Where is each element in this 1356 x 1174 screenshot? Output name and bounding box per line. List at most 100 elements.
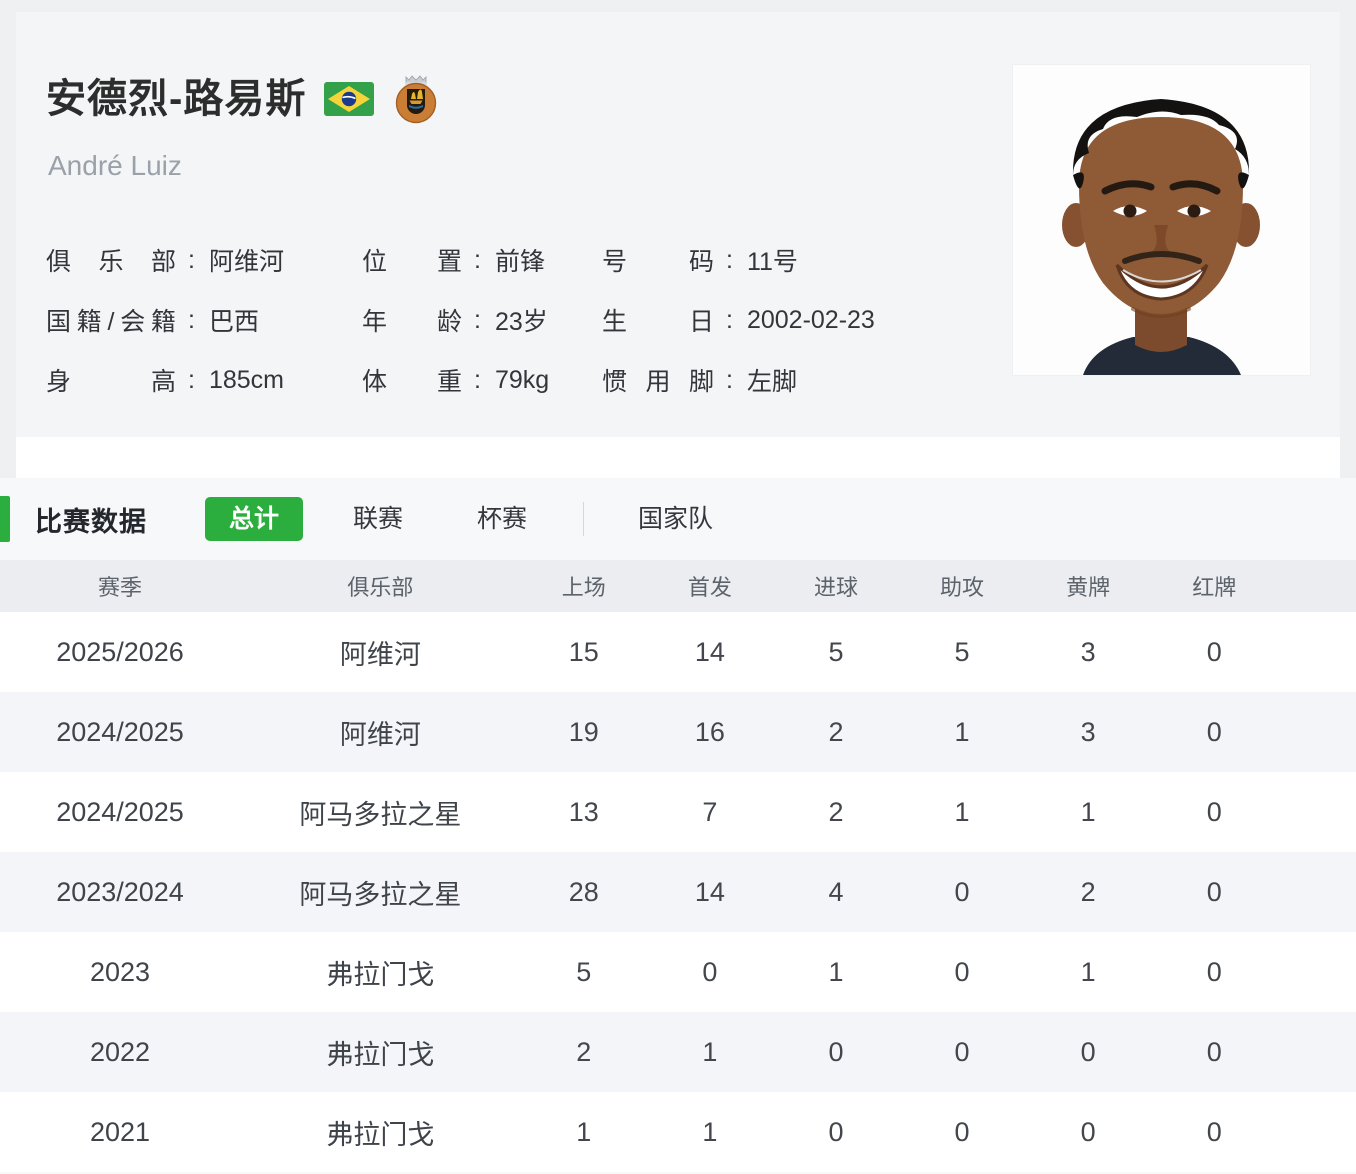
season-cell: 2022 xyxy=(89,1036,151,1067)
stat-cell: 16 xyxy=(694,716,725,747)
stat-cell: 19 xyxy=(568,716,599,747)
stat-cell: 13 xyxy=(568,796,599,827)
season-cell: 2021 xyxy=(89,1116,151,1147)
tab-league[interactable]: 联赛 xyxy=(329,497,427,541)
info-colon: : xyxy=(474,245,481,274)
stat-cell: 1 xyxy=(828,956,844,987)
stat-cell: 5 xyxy=(828,636,844,667)
club-cell: 阿维河 xyxy=(339,719,421,750)
info-colon: : xyxy=(726,305,733,334)
col-header-5: 助攻 xyxy=(940,575,985,600)
stat-cell: 28 xyxy=(568,876,599,907)
info-colon: : xyxy=(188,365,195,394)
stat-cell: 3 xyxy=(1080,716,1096,747)
stats-row: 2024/2025 阿马多拉之星 13 7 2 1 1 0 xyxy=(0,772,1356,852)
info-birthday: 生日:2002-02-23 xyxy=(602,302,932,338)
stat-cell: 1 xyxy=(954,716,970,747)
spacer-cell xyxy=(1277,932,1356,1012)
col-header-4: 进球 xyxy=(813,575,858,600)
green-accent-bar xyxy=(0,496,10,542)
info-foot-value: 左脚 xyxy=(746,368,797,396)
stat-cell: 0 xyxy=(1206,956,1222,987)
col-header-1: 俱乐部 xyxy=(347,575,414,600)
info-foot: 惯用脚: 左脚 xyxy=(602,362,932,398)
stat-cell: 4 xyxy=(828,876,844,907)
stat-cell: 1 xyxy=(576,1116,592,1147)
spacer-cell xyxy=(1277,852,1356,932)
info-weight-label: 体重 xyxy=(362,368,462,396)
stat-cell: 1 xyxy=(702,1116,718,1147)
stat-cell: 5 xyxy=(954,636,970,667)
info-colon: : xyxy=(474,365,481,394)
info-height-value: 185cm xyxy=(208,365,284,394)
stat-cell: 0 xyxy=(702,956,718,987)
tab-cup[interactable]: 杯赛 xyxy=(453,497,551,541)
stat-cell: 0 xyxy=(954,1116,970,1147)
info-height-label: 身高 xyxy=(46,368,176,396)
info-age: 年龄:23岁 xyxy=(362,302,602,338)
col-header-spacer xyxy=(1277,560,1356,612)
col-header-0: 赛季 xyxy=(98,575,143,600)
section-separator xyxy=(16,437,1340,478)
player-name-en: André Luiz xyxy=(48,150,182,181)
match-stats-section: 比赛数据 总计 联赛 杯赛 国家队 赛季 俱乐部 上场 首发 进球 助攻 黄牌 红牌 2025/20… xyxy=(0,478,1356,1174)
stat-cell: 0 xyxy=(828,1116,844,1147)
info-number-label: 号码 xyxy=(602,248,714,276)
info-nationality-value: 巴西 xyxy=(208,308,259,336)
stat-cell: 1 xyxy=(954,796,970,827)
spacer-cell xyxy=(1277,1012,1356,1092)
info-position: 位置: 前锋 xyxy=(362,242,602,278)
info-nationality-label: 国籍/会籍 xyxy=(46,308,176,336)
stat-cell: 0 xyxy=(1206,876,1222,907)
stat-cell: 0 xyxy=(1080,1036,1096,1067)
stat-cell: 1 xyxy=(1080,796,1096,827)
info-age-label: 年龄 xyxy=(362,308,462,336)
tab-national[interactable]: 国家队 xyxy=(614,497,737,541)
season-cell: 2024/2025 xyxy=(56,716,184,747)
season-cell: 2024/2025 xyxy=(56,796,184,827)
stat-cell: 0 xyxy=(954,876,970,907)
season-cell: 2023 xyxy=(89,956,151,987)
club-cell: 弗拉门戈 xyxy=(326,959,435,990)
club-cell: 阿马多拉之星 xyxy=(299,799,462,830)
tab-total[interactable]: 总计 xyxy=(205,497,304,541)
info-position-value: 前锋 xyxy=(494,248,545,276)
stat-cell: 7 xyxy=(702,796,718,827)
stat-cell: 0 xyxy=(954,956,970,987)
stats-table-header-row: 赛季 俱乐部 上场 首发 进球 助攻 黄牌 红牌 xyxy=(0,560,1356,612)
brazil-flag-icon xyxy=(324,82,375,116)
info-club: 俱乐部: 阿维河 xyxy=(46,242,362,278)
stats-row: 2024/2025 阿维河 19 16 2 1 3 0 xyxy=(0,692,1356,772)
stat-cell: 14 xyxy=(694,636,725,667)
player-profile-card: 安德烈-路易斯 André Luiz 俱乐部: 阿维河 位置: 前锋 号码:11号国 xyxy=(16,12,1340,437)
info-colon: : xyxy=(474,305,481,334)
info-foot-label: 惯用脚 xyxy=(602,368,714,396)
info-club-value: 阿维河 xyxy=(208,248,284,276)
stat-cell: 14 xyxy=(694,876,725,907)
stats-row: 2022 弗拉门戈 2 1 0 0 0 0 xyxy=(0,1012,1356,1092)
stat-cell: 1 xyxy=(702,1036,718,1067)
info-club-label: 俱乐部 xyxy=(46,248,176,276)
stat-cell: 0 xyxy=(954,1036,970,1067)
stats-row: 2023 弗拉门戈 5 0 1 0 1 0 xyxy=(0,932,1356,1012)
spacer-cell xyxy=(1277,692,1356,772)
spacer-cell xyxy=(1277,772,1356,852)
stat-cell: 2 xyxy=(1080,876,1096,907)
stats-tabs: 总计 联赛 杯赛 国家队 xyxy=(205,497,763,541)
tab-divider xyxy=(583,502,585,536)
club-cell: 弗拉门戈 xyxy=(326,1039,435,1070)
info-colon: : xyxy=(188,305,195,334)
info-colon: : xyxy=(188,245,195,274)
col-header-2: 上场 xyxy=(561,575,606,600)
info-birthday-value: 2002-02-23 xyxy=(746,305,875,334)
info-birthday-label: 生日 xyxy=(602,308,714,336)
rio-ave-club-badge-icon xyxy=(396,75,437,124)
season-cell: 2025/2026 xyxy=(56,636,184,667)
player-info-grid: 俱乐部: 阿维河 位置: 前锋 号码:11号 国籍/会籍: 巴西 年龄:23岁 生日:2002-… xyxy=(46,230,932,410)
col-header-6: 黄牌 xyxy=(1066,575,1111,600)
stat-cell: 15 xyxy=(568,636,599,667)
stat-cell: 3 xyxy=(1080,636,1096,667)
spacer-cell xyxy=(1277,1092,1356,1172)
info-colon: : xyxy=(726,365,733,394)
